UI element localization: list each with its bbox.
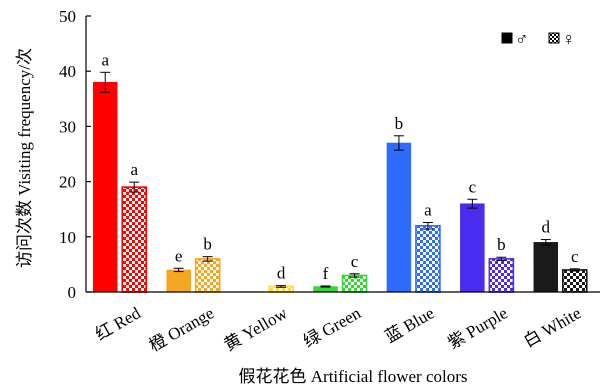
y-tick-label: 10 [59,228,76,247]
legend: ♂ ♀ [501,29,576,49]
bar-male-4 [386,142,412,293]
bar-male-1 [166,269,191,293]
bar-female-1 [194,258,221,293]
x-tick-label: 紫 Purple [445,303,511,352]
x-tick-labels: 红 Red 橙 Orange 黄 Yellow 绿 Green 蓝 Blue 紫 Purp… [92,303,584,355]
significance-letter: d [542,218,551,237]
bar-male-5 [460,203,485,293]
significance-letter: e [175,246,183,265]
y-ticks: 0 10 20 30 40 50 [59,7,91,302]
x-tick-label: 黄 Yellow [221,303,291,355]
x-axis-label: 假花花色 Artificial flower colors [239,367,468,386]
legend-label: ♂ [515,29,529,49]
significance-letter: d [277,264,286,283]
legend-swatch [548,32,560,44]
significance-letter: c [571,247,579,266]
significance-letter: a [130,160,138,179]
bar-male-0 [92,81,118,293]
plot-area: a a e b d f c b a c b d c [92,50,588,293]
x-tick-label: 蓝 Blue [382,303,438,346]
bar-female-4 [415,224,441,293]
significance-letter: b [395,114,404,133]
bar-female-6 [561,269,588,293]
x-tick-label: 橙 Orange [146,303,217,355]
legend-label: ♀ [562,29,576,49]
significance-letter: a [101,50,109,69]
significance-letter: c [469,177,477,196]
significance-letter: a [424,200,432,219]
bar-female-3 [341,274,368,293]
y-tick-label: 30 [59,117,76,136]
bar-male-6 [533,242,559,293]
bar-female-0 [121,186,148,293]
y-tick-label: 0 [68,283,77,302]
significance-letter: f [323,264,329,283]
y-tick-label: 50 [59,7,76,26]
significance-letter: b [497,235,506,254]
significance-letter: b [203,235,212,254]
y-tick-label: 40 [59,62,76,81]
x-tick-label: 红 Red [92,303,144,344]
x-tick-label: 绿 Green [300,303,364,351]
significance-letter: c [351,252,359,271]
legend-swatch [501,32,513,44]
y-axis-label: 访问次数 Visiting frequency/次 [15,48,34,268]
y-tick-label: 20 [59,173,76,192]
x-tick-label: 白 White [520,303,584,351]
bar-female-5 [488,258,515,293]
